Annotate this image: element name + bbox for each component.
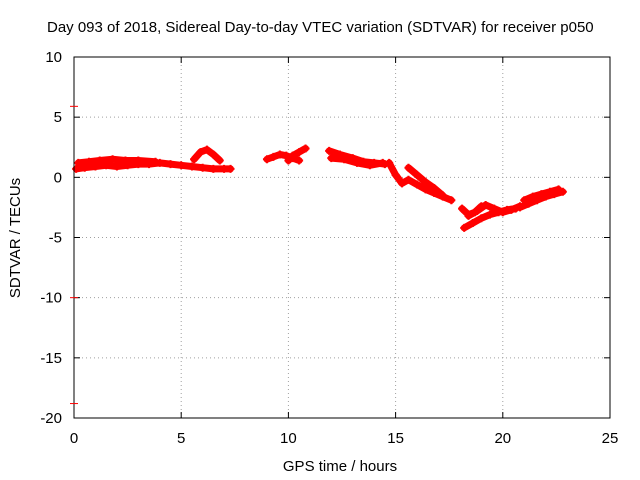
data-segment: [458, 202, 485, 219]
data-point: [288, 151, 297, 160]
data-point: [134, 156, 143, 165]
data-point: [515, 203, 524, 212]
data-point: [545, 187, 554, 196]
data-point: [460, 223, 469, 232]
y-tick-label: 5: [54, 109, 62, 126]
data-point: [295, 148, 304, 157]
data-point: [177, 161, 186, 170]
data-point: [262, 155, 271, 164]
data-point: [202, 145, 211, 154]
grid-layer: [74, 57, 610, 418]
data-layer: [72, 144, 567, 232]
data-point: [477, 202, 486, 211]
x-tick-label: 20: [494, 430, 511, 447]
x-tick-label: 25: [602, 430, 619, 447]
data-point: [198, 163, 207, 172]
data-point: [507, 205, 516, 214]
data-point: [438, 191, 447, 200]
data-point: [325, 146, 334, 155]
data-point: [470, 208, 479, 217]
tick-layer: 0 5 10 15 20 25 -20 -15 -10 -5 0 5 10: [40, 49, 618, 447]
data-point: [365, 161, 374, 170]
data-point: [85, 157, 94, 166]
data-point: [520, 196, 529, 205]
y-tick-label: -5: [49, 230, 62, 247]
y-tick-label: -15: [40, 350, 62, 367]
x-tick-label: 5: [177, 430, 185, 447]
data-point: [209, 150, 218, 159]
data-point: [458, 204, 467, 213]
data-point: [464, 210, 473, 219]
data-point: [421, 185, 430, 194]
data-point: [554, 185, 563, 194]
data-point: [537, 190, 546, 199]
data-point: [74, 158, 83, 167]
data-point: [404, 163, 413, 172]
data-point: [477, 214, 486, 223]
x-tick-label: 10: [280, 430, 297, 447]
data-point: [112, 162, 121, 171]
data-point: [121, 156, 130, 165]
data-point: [95, 156, 104, 165]
data-point: [421, 178, 430, 187]
y-axis-label: SDTVAR / TECUs: [7, 178, 24, 298]
data-point: [498, 208, 507, 217]
data-point: [275, 150, 284, 159]
data-point: [528, 192, 537, 201]
data-point: [340, 155, 349, 164]
x-tick-label: 0: [70, 430, 78, 447]
data-point: [385, 158, 394, 167]
data-point: [215, 156, 224, 165]
y-tick-label: -10: [40, 290, 62, 307]
data-point: [108, 155, 117, 164]
data-point: [430, 184, 439, 193]
y-tick-label: 0: [54, 169, 62, 186]
data-point: [209, 164, 218, 173]
data-point: [72, 164, 81, 173]
data-point: [413, 170, 422, 179]
data-point: [269, 152, 278, 161]
data-segment: [284, 144, 310, 164]
y-tick-label: 10: [45, 49, 62, 66]
data-point: [404, 175, 413, 184]
data-point: [151, 157, 160, 166]
data-point: [447, 196, 456, 205]
data-point: [284, 156, 293, 165]
data-point: [391, 170, 400, 179]
data-point: [226, 164, 235, 173]
chart-title: Day 093 of 2018, Sidereal Day-to-day VTE…: [47, 19, 594, 36]
data-point: [187, 162, 196, 171]
y-tick-label: -20: [40, 410, 62, 427]
data-point: [353, 158, 362, 167]
data-point: [485, 210, 494, 219]
data-point: [490, 204, 499, 213]
data-point: [398, 179, 407, 188]
x-axis-label: GPS time / hours: [283, 458, 397, 475]
data-point: [196, 148, 205, 157]
data-point: [301, 144, 310, 153]
x-tick-label: 15: [387, 430, 404, 447]
data-point: [295, 156, 304, 165]
data-point: [327, 154, 336, 163]
data-point: [166, 160, 175, 169]
data-point: [468, 219, 477, 228]
data-point: [190, 155, 199, 164]
data-point: [413, 180, 422, 189]
